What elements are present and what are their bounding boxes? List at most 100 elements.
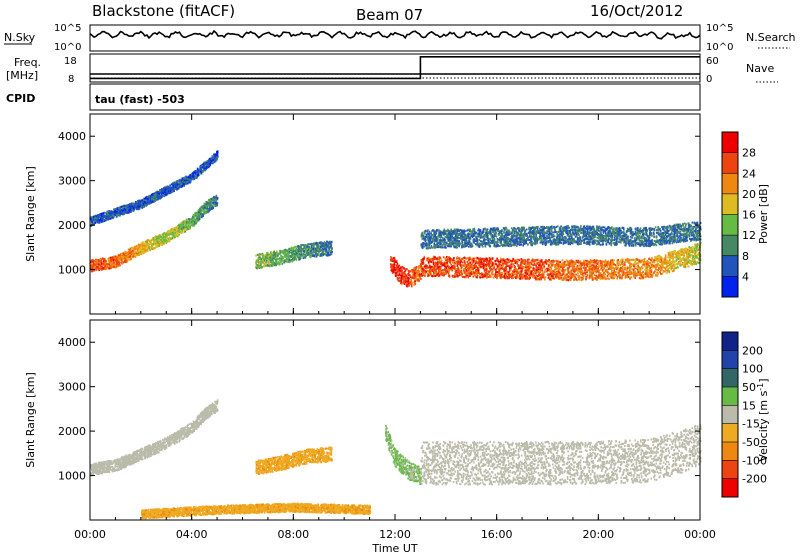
power-cell: [537, 275, 539, 278]
power-cell: [255, 267, 258, 270]
power-cell: [159, 235, 161, 238]
power-cell: [212, 206, 215, 209]
power-cell: [442, 269, 444, 272]
power-cell: [112, 259, 115, 262]
power-cell: [310, 252, 313, 255]
power-cell: [201, 207, 203, 210]
power-cell: [141, 242, 143, 245]
power-cell: [216, 198, 219, 201]
power-cell: [205, 204, 207, 207]
power-cell: [158, 240, 160, 243]
power-cell: [185, 228, 188, 231]
power-cell: [195, 217, 198, 220]
power-cell: [418, 270, 421, 273]
power-cell: [97, 260, 100, 263]
power-cell: [129, 208, 131, 211]
power-cell: [174, 236, 177, 239]
power-cell: [393, 263, 396, 266]
freq-panel: [89, 53, 701, 83]
power-cell: [216, 203, 218, 206]
power-cell: [597, 262, 599, 265]
power-cell: [187, 218, 190, 221]
power-cell: [405, 284, 408, 287]
power-cell: [144, 204, 147, 207]
power-cell: [146, 250, 149, 253]
power-cell: [182, 224, 184, 227]
power-cell: [169, 184, 171, 187]
power-cell: [144, 250, 146, 253]
power-cell: [313, 242, 315, 245]
power-cell: [117, 260, 119, 263]
power-cell: [145, 243, 148, 246]
power-cell: [328, 242, 330, 245]
power-cell: [188, 178, 191, 181]
power-cell: [208, 210, 210, 213]
power-cell: [183, 182, 185, 185]
power-cell: [282, 257, 284, 260]
power-cell: [142, 247, 144, 250]
power-cell: [116, 263, 118, 266]
power-cell: [302, 252, 305, 255]
power-cell: [263, 259, 266, 262]
power-cell: [213, 203, 216, 206]
power-cell: [184, 219, 186, 222]
power-cell: [127, 251, 130, 254]
cpid-panel: [89, 83, 701, 111]
power-cell: [102, 257, 104, 260]
power-cell: [144, 199, 146, 202]
power-cell: [143, 251, 145, 254]
power-cell: [303, 250, 305, 253]
power-cell: [277, 254, 279, 257]
power-cell: [165, 238, 167, 241]
power-cell: [323, 253, 326, 256]
power-cell: [101, 268, 104, 271]
power-cell: [204, 206, 206, 209]
power-cell: [154, 243, 157, 246]
power-cell: [328, 249, 330, 252]
power-cell: [121, 253, 123, 256]
power-cell: [180, 224, 182, 227]
power-cell: [117, 213, 120, 216]
power-cell: [158, 196, 161, 199]
power-cell: [205, 202, 208, 205]
power-cell: [661, 268, 663, 271]
power-cell: [295, 245, 297, 248]
power-cell: [191, 223, 193, 226]
power-cell: [420, 277, 422, 280]
power-cell: [193, 224, 195, 227]
power-cell: [166, 189, 169, 192]
power-cell: [110, 267, 112, 270]
power-cell: [144, 241, 147, 244]
power-cell: [135, 254, 138, 257]
power-cell: [173, 182, 175, 185]
power-cell: [180, 227, 182, 230]
power-cell: [285, 259, 288, 262]
power-cell: [133, 248, 136, 251]
power-cell: [409, 282, 412, 285]
power-cell: [206, 205, 209, 208]
power-cell: [176, 231, 179, 234]
power-cell: [456, 261, 458, 264]
power-cell: [126, 253, 129, 256]
power-cell: [151, 193, 153, 196]
power-cell: [202, 170, 204, 173]
power-cell: [111, 262, 113, 265]
power-cell: [258, 258, 261, 261]
power-cell: [194, 214, 197, 217]
power-cell: [160, 188, 163, 191]
power-cell: [416, 274, 419, 277]
power-cell: [90, 264, 92, 267]
power-cell: [511, 270, 514, 273]
power-cell: [111, 210, 113, 213]
power-cell: [298, 246, 301, 249]
power-cell: [280, 260, 283, 263]
power-cell: [128, 248, 130, 251]
power-cell: [203, 212, 206, 215]
power-cell: [193, 223, 196, 226]
power-cell: [107, 213, 109, 216]
power-cell: [284, 252, 286, 255]
power-cell: [157, 235, 160, 238]
power-cell: [203, 204, 206, 207]
power-cell: [130, 253, 132, 256]
power-cell: [163, 239, 166, 242]
